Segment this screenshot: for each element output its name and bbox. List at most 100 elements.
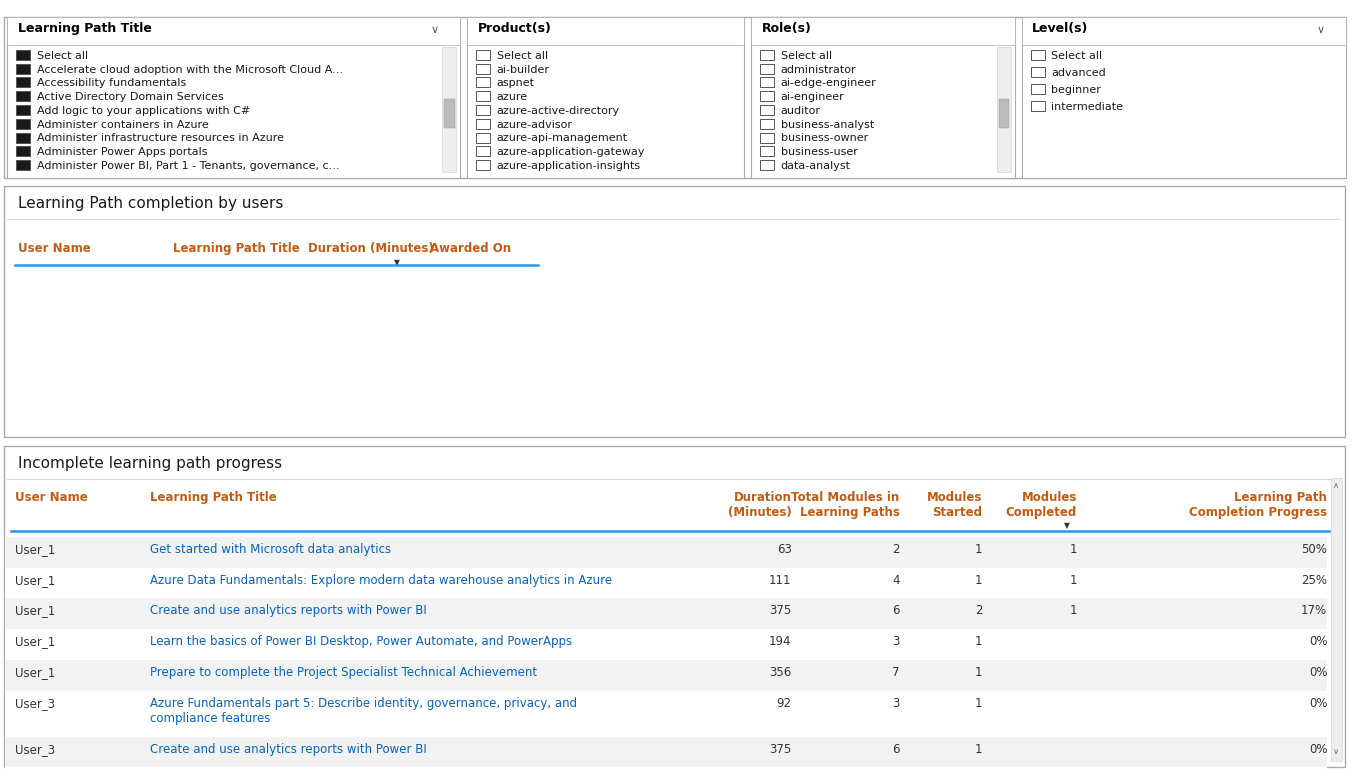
Bar — [5, 691, 1327, 737]
Text: ai-edge-engineer: ai-edge-engineer — [781, 78, 877, 88]
Bar — [5, 568, 1327, 598]
Text: 0%: 0% — [1308, 743, 1327, 756]
Text: User_1: User_1 — [15, 574, 55, 587]
Text: Duration
(Minutes): Duration (Minutes) — [728, 491, 792, 518]
Bar — [476, 132, 490, 142]
Bar — [760, 105, 774, 115]
Text: Administer infrastructure resources in Azure: Administer infrastructure resources in A… — [37, 133, 284, 143]
Text: 3: 3 — [893, 635, 900, 648]
Bar — [476, 50, 490, 60]
Text: User_1: User_1 — [15, 604, 55, 618]
Text: business-analyst: business-analyst — [781, 119, 874, 129]
Text: Learning Path Title: Learning Path Title — [173, 242, 300, 255]
Text: 25%: 25% — [1302, 574, 1327, 587]
Bar — [1022, 17, 1346, 45]
Bar — [760, 78, 774, 88]
Text: 3: 3 — [893, 697, 900, 710]
Bar — [444, 99, 455, 128]
Text: User_1: User_1 — [15, 635, 55, 648]
Bar — [476, 160, 490, 170]
Text: business-owner: business-owner — [781, 133, 867, 143]
Text: 375: 375 — [770, 604, 792, 618]
Text: 1: 1 — [1069, 604, 1077, 618]
Bar — [5, 537, 1327, 568]
Text: azure: azure — [497, 92, 528, 102]
Bar — [7, 17, 460, 178]
Bar — [999, 99, 1009, 128]
Bar — [467, 17, 744, 178]
Text: business-user: business-user — [781, 147, 858, 157]
Text: advanced: advanced — [1051, 68, 1105, 78]
Text: azure-active-directory: azure-active-directory — [497, 106, 620, 116]
Text: User_3: User_3 — [15, 743, 55, 756]
Text: User_1: User_1 — [15, 666, 55, 679]
Bar — [760, 146, 774, 156]
Bar — [760, 50, 774, 60]
Bar — [4, 186, 1345, 437]
Text: azure-application-gateway: azure-application-gateway — [497, 147, 645, 157]
Text: ai-builder: ai-builder — [497, 65, 549, 75]
Text: 1: 1 — [974, 666, 982, 679]
Text: azure-advisor: azure-advisor — [497, 119, 572, 129]
Text: Learn the basics of Power BI Desktop, Power Automate, and PowerApps: Learn the basics of Power BI Desktop, Po… — [150, 635, 572, 648]
Text: 92: 92 — [777, 697, 792, 710]
Bar — [4, 446, 1345, 767]
Text: Administer containers in Azure: Administer containers in Azure — [37, 119, 208, 129]
Text: Learning Path
Completion Progress: Learning Path Completion Progress — [1189, 491, 1327, 518]
Bar — [760, 118, 774, 128]
Text: Total Modules in
Learning Paths: Total Modules in Learning Paths — [792, 491, 900, 518]
Text: azure-application-insights: azure-application-insights — [497, 161, 641, 171]
Text: ai-engineer: ai-engineer — [781, 92, 844, 102]
Bar — [476, 118, 490, 128]
Bar — [1031, 101, 1045, 111]
Text: 1: 1 — [974, 635, 982, 648]
Text: 4: 4 — [892, 574, 900, 587]
Text: User_1: User_1 — [15, 543, 55, 556]
Text: 1: 1 — [974, 574, 982, 587]
Bar — [5, 660, 1327, 691]
Bar — [476, 78, 490, 88]
Bar — [5, 598, 1327, 629]
Bar — [16, 132, 30, 142]
Bar — [760, 92, 774, 102]
Text: Select all: Select all — [497, 51, 548, 61]
Text: Administer Power Apps portals: Administer Power Apps portals — [37, 147, 207, 157]
Text: User Name: User Name — [18, 242, 91, 255]
Bar — [1031, 67, 1045, 77]
Text: 6: 6 — [892, 604, 900, 618]
Text: 1: 1 — [974, 743, 982, 756]
Bar — [16, 160, 30, 170]
Bar — [476, 146, 490, 156]
Text: intermediate: intermediate — [1051, 102, 1123, 112]
Text: ∧: ∧ — [1333, 481, 1339, 490]
Text: Azure Fundamentals part 5: Describe identity, governance, privacy, and
complianc: Azure Fundamentals part 5: Describe iden… — [150, 697, 578, 724]
Text: 194: 194 — [769, 635, 792, 648]
Text: Create and use analytics reports with Power BI: Create and use analytics reports with Po… — [150, 743, 428, 756]
Text: Select all: Select all — [781, 51, 832, 61]
Bar — [751, 17, 1015, 45]
Text: Level(s): Level(s) — [1032, 22, 1089, 35]
Text: 1: 1 — [1069, 574, 1077, 587]
Text: 375: 375 — [770, 743, 792, 756]
Bar — [16, 64, 30, 74]
Text: Modules
Completed: Modules Completed — [1005, 491, 1077, 518]
Text: Accessibility fundamentals: Accessibility fundamentals — [37, 78, 185, 88]
Text: Select all: Select all — [37, 51, 88, 61]
Text: ▼: ▼ — [394, 258, 399, 268]
Bar — [1022, 17, 1346, 178]
Bar — [1331, 478, 1342, 761]
Text: Get started with Microsoft data analytics: Get started with Microsoft data analytic… — [150, 543, 391, 556]
Text: 50%: 50% — [1302, 543, 1327, 556]
Text: 0%: 0% — [1308, 635, 1327, 648]
Text: azure-api-management: azure-api-management — [497, 133, 628, 143]
Text: 2: 2 — [892, 543, 900, 556]
Text: administrator: administrator — [781, 65, 856, 75]
Bar — [4, 17, 1345, 178]
Bar — [7, 17, 460, 45]
Text: 111: 111 — [769, 574, 792, 587]
Text: Azure Data Fundamentals: Explore modern data warehouse analytics in Azure: Azure Data Fundamentals: Explore modern … — [150, 574, 613, 587]
Text: 356: 356 — [770, 666, 792, 679]
Text: 7: 7 — [892, 666, 900, 679]
Text: Select all: Select all — [1051, 51, 1103, 61]
Bar — [467, 17, 744, 45]
